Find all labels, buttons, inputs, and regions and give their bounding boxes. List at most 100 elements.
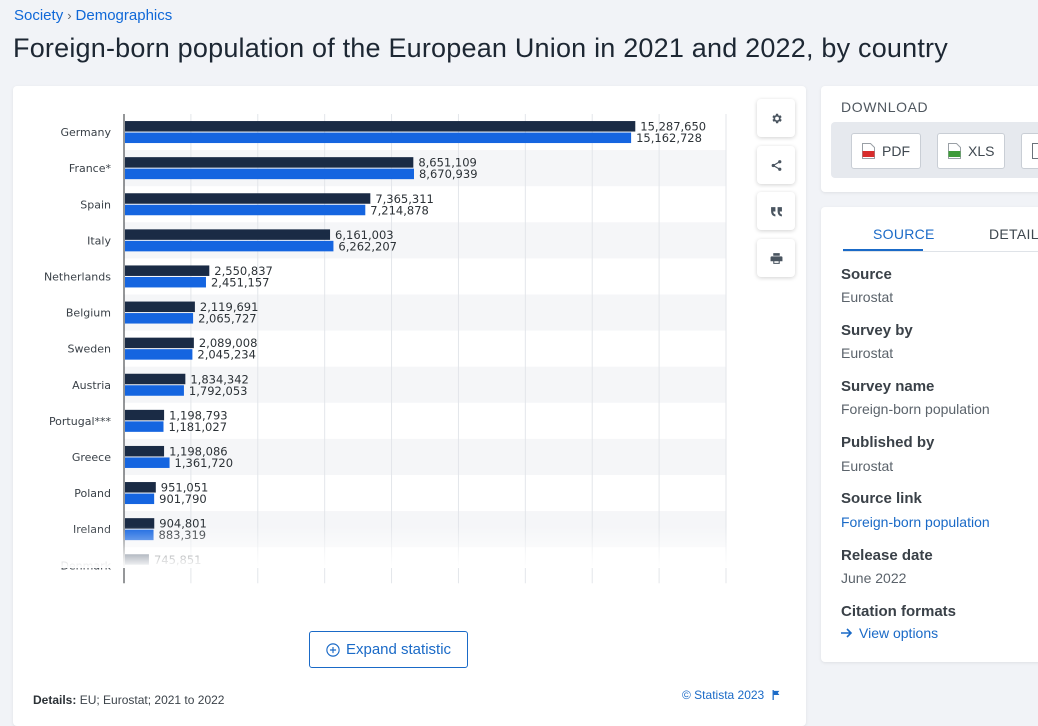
- bar-2022[interactable]: [125, 240, 334, 252]
- value-label: 6,161,003: [335, 228, 394, 242]
- bar-2022[interactable]: [125, 204, 366, 216]
- value-label: 8,651,109: [418, 156, 477, 170]
- copyright-link[interactable]: © Statista 2023: [682, 688, 765, 702]
- survey-name-label: Survey name: [841, 378, 935, 395]
- value-label: 15,162,728: [636, 131, 702, 145]
- download-pdf-button[interactable]: PDF: [851, 133, 921, 169]
- bar-2022[interactable]: [125, 132, 632, 144]
- pdf-file-icon: [862, 143, 875, 159]
- bar-2021[interactable]: [125, 482, 156, 493]
- value-label: 1,792,053: [189, 384, 248, 398]
- bar-2022[interactable]: [125, 168, 414, 180]
- view-options-label: View options: [859, 625, 939, 641]
- value-label: 2,119,691: [200, 300, 259, 314]
- survey-by-value: Eurostat: [841, 345, 894, 361]
- bar-2022[interactable]: [125, 276, 206, 288]
- value-label: 2,089,008: [199, 336, 258, 350]
- value-label: 1,361,720: [175, 456, 234, 470]
- bar-2021[interactable]: [125, 265, 210, 276]
- tab-divider: [843, 251, 1038, 252]
- download-xls-label: XLS: [968, 143, 995, 159]
- bar-2021[interactable]: [125, 445, 165, 457]
- print-icon: [770, 252, 782, 264]
- page-title: Foreign-born population of the European …: [13, 33, 948, 63]
- row-band: [124, 150, 726, 187]
- survey-name-value: Foreign-born population: [841, 401, 990, 417]
- bar-2021[interactable]: [125, 229, 331, 240]
- expand-statistic-button[interactable]: Expand statistic: [309, 631, 468, 668]
- settings-button[interactable]: [757, 99, 795, 137]
- tab-source[interactable]: SOURCE: [873, 226, 935, 242]
- bar-2021[interactable]: [125, 301, 195, 313]
- bar-2021[interactable]: [125, 121, 636, 132]
- bar-2022[interactable]: [125, 457, 170, 468]
- category-label: Greece: [72, 451, 111, 464]
- release-date-label: Release date: [841, 547, 933, 564]
- value-label: 2,065,727: [198, 312, 257, 326]
- bar-2022[interactable]: [125, 493, 155, 505]
- row-band: [124, 222, 726, 259]
- bar-2022[interactable]: [125, 349, 193, 360]
- download-tray: PDF XLS: [831, 122, 1038, 178]
- share-button[interactable]: [757, 146, 795, 184]
- expand-statistic-label: Expand statistic: [345, 641, 452, 658]
- bar-2022[interactable]: [125, 313, 194, 324]
- row-band: [124, 366, 726, 403]
- bar-2022[interactable]: [125, 421, 164, 432]
- chart-card: Germany 15,287,650 15,162,728 France* 8,651,…: [13, 86, 806, 726]
- breadcrumb-society[interactable]: Society: [14, 7, 64, 24]
- details-text: EU; Eurostat; 2021 to 2022: [79, 693, 225, 707]
- download-card: DOWNLOAD PDF XLS: [821, 86, 1038, 192]
- row-band: [124, 294, 726, 331]
- bar-2021[interactable]: [125, 518, 155, 529]
- value-label: 2,045,234: [197, 348, 256, 362]
- view-options-link[interactable]: View options: [841, 625, 938, 641]
- bar-2021[interactable]: [125, 409, 165, 421]
- share-icon: [771, 159, 781, 171]
- value-label: 7,214,878: [370, 203, 429, 217]
- category-label: France*: [69, 162, 112, 175]
- bar-2021[interactable]: [125, 193, 371, 204]
- row-band: [124, 438, 726, 475]
- release-date-value: June 2022: [841, 570, 907, 586]
- category-label: Italy: [87, 234, 111, 247]
- value-label: 1,198,086: [169, 444, 228, 458]
- tab-active-indicator: [843, 249, 923, 251]
- flag-icon[interactable]: [772, 690, 781, 700]
- bar-2022[interactable]: [125, 385, 184, 396]
- category-label: Belgium: [66, 307, 111, 320]
- category-label: Netherlands: [44, 270, 111, 283]
- file-icon: [1032, 143, 1038, 159]
- value-label: 1,198,793: [169, 408, 228, 422]
- value-label: 901,790: [159, 492, 207, 506]
- bar-2021[interactable]: [125, 157, 414, 168]
- source-link[interactable]: Foreign-born population: [841, 514, 990, 530]
- download-pdf-label: PDF: [882, 143, 910, 159]
- published-by-value: Eurostat: [841, 458, 894, 474]
- value-label: 15,287,650: [640, 120, 706, 134]
- bar-2021[interactable]: [125, 373, 186, 385]
- download-more-button[interactable]: [1021, 133, 1038, 169]
- value-label: 6,262,207: [338, 239, 397, 253]
- value-label: 951,051: [161, 481, 209, 495]
- plus-circle-icon: [326, 642, 340, 657]
- print-button[interactable]: [757, 239, 795, 277]
- bar-2021[interactable]: [125, 337, 194, 349]
- breadcrumb-separator: ›: [67, 8, 72, 23]
- value-label: 7,365,311: [375, 192, 434, 206]
- source-label: Source: [841, 266, 892, 283]
- value-label: 2,550,837: [214, 264, 273, 278]
- category-label: Spain: [80, 198, 111, 211]
- breadcrumb-demographics[interactable]: Demographics: [75, 7, 173, 24]
- cite-button[interactable]: [757, 192, 795, 230]
- quote-icon: [770, 206, 782, 216]
- citation-formats-label: Citation formats: [841, 603, 957, 620]
- value-label: 8,670,939: [419, 167, 478, 181]
- download-xls-button[interactable]: XLS: [937, 133, 1006, 169]
- category-label: Poland: [74, 487, 111, 500]
- category-label: Germany: [60, 126, 111, 139]
- details-label: Details:: [33, 693, 77, 707]
